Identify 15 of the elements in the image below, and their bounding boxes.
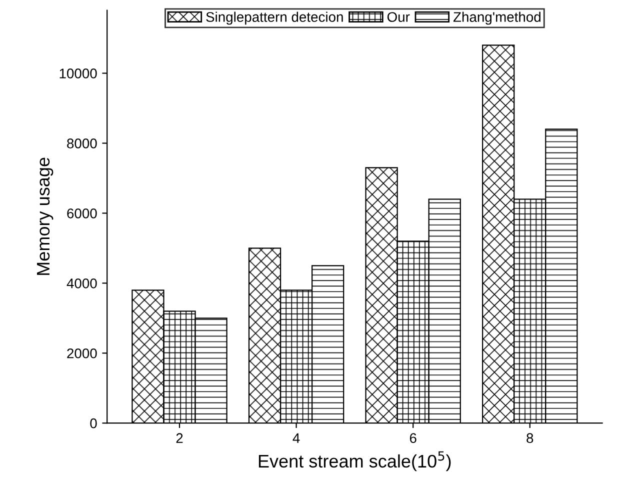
y-axis-title: Memory usage <box>37 158 54 275</box>
x-axis-title: Event stream scale(10$^{5}$) <box>258 451 451 472</box>
x-tick-label: 8 <box>526 433 534 444</box>
y-tick-label: 8000 <box>67 138 97 148</box>
x-tick-label: 4 <box>292 433 300 443</box>
y-tick-label: 6000 <box>67 208 97 218</box>
y-tick-label: 10000 <box>60 68 97 78</box>
legend-label: Zhang'method <box>453 12 540 25</box>
x-tick-label: 6 <box>410 433 416 444</box>
y-tick-label: 4000 <box>66 278 97 288</box>
y-tick-label: 0 <box>90 418 97 428</box>
legend-label: Our <box>387 12 410 22</box>
legend-label: Singlepattern detecion <box>206 12 343 25</box>
y-tick-label: 2000 <box>67 348 97 358</box>
x-tick-label: 2 <box>176 433 183 443</box>
